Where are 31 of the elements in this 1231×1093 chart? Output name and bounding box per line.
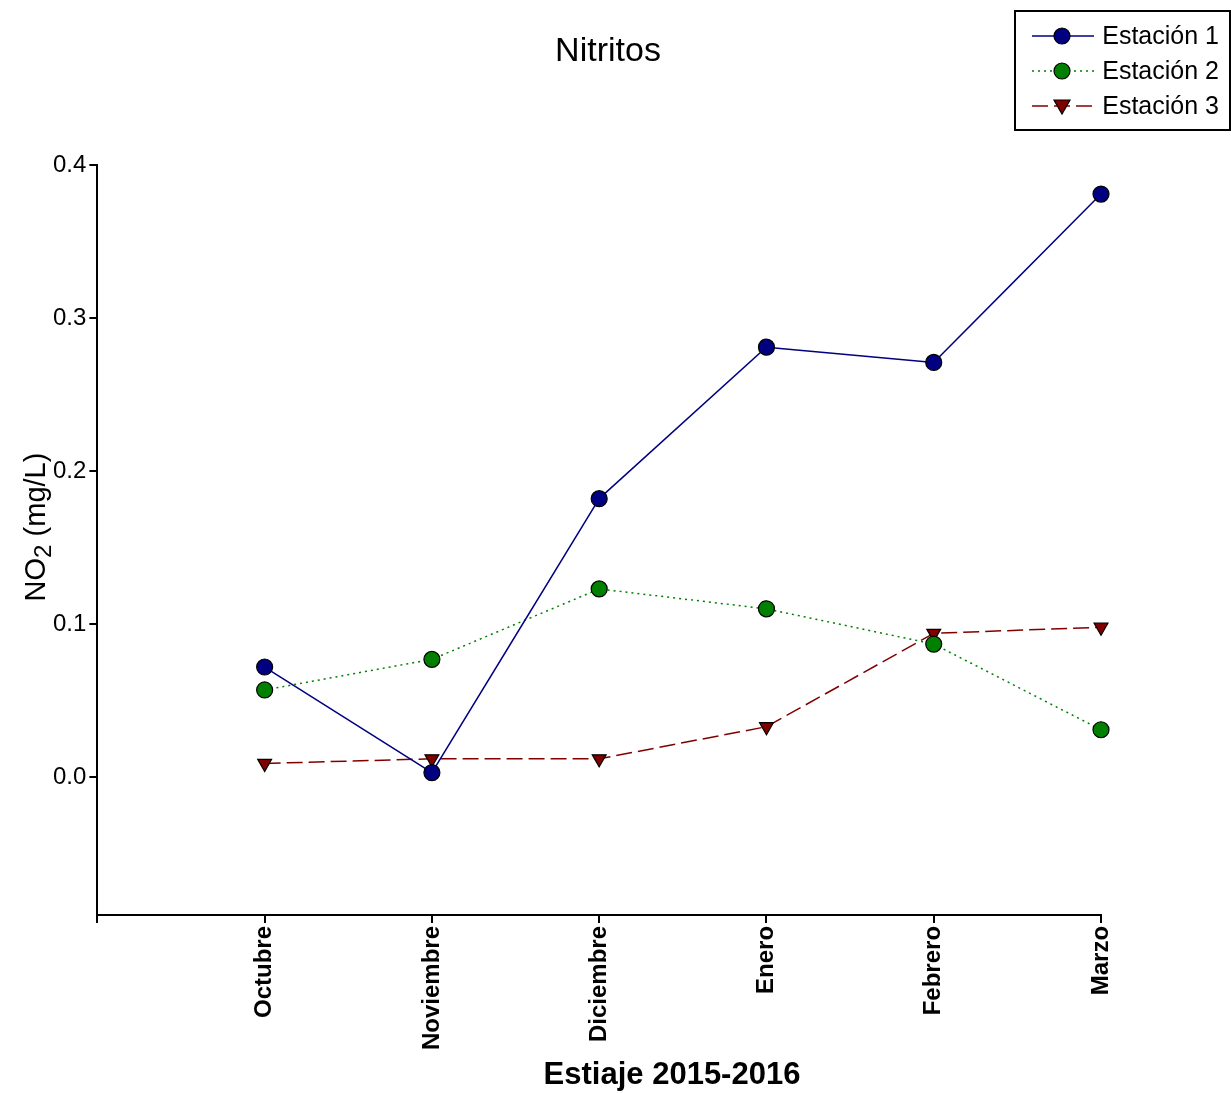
point (257, 758, 273, 773)
x-tick-label: Noviembre (416, 925, 444, 1050)
y-tick-label: 0.0 (52, 761, 87, 789)
chart-title: Nitritos (555, 30, 661, 68)
x-tick-label: Enero (751, 925, 779, 994)
y-tick-label: 0.1 (52, 608, 87, 636)
point (256, 681, 274, 699)
point (590, 490, 608, 508)
x-tick-label: Marzo (1085, 925, 1113, 996)
x-axis-title: Estiaje 2015-2016 (542, 1056, 802, 1092)
point (1092, 185, 1110, 203)
x-tick-label: Octubre (249, 925, 277, 1018)
point (1092, 721, 1110, 739)
x-tick-label: Febrero (918, 925, 946, 1016)
point (757, 600, 776, 618)
point (423, 764, 441, 782)
point (591, 754, 607, 768)
y-tick-label: 0.4 (52, 149, 87, 177)
point (925, 353, 943, 372)
point (590, 580, 608, 598)
x-tick-label: Diciembre (583, 925, 611, 1043)
y-tick-label: 0.3 (52, 302, 87, 330)
point (1093, 622, 1109, 636)
legend-label: Estación 2 (1102, 56, 1219, 85)
point (423, 650, 441, 668)
point (757, 338, 776, 356)
point (925, 635, 943, 653)
legend-label: Estación 1 (1102, 21, 1219, 50)
point (758, 722, 774, 736)
legend-label: Estación 3 (1102, 91, 1219, 120)
point (256, 658, 274, 676)
